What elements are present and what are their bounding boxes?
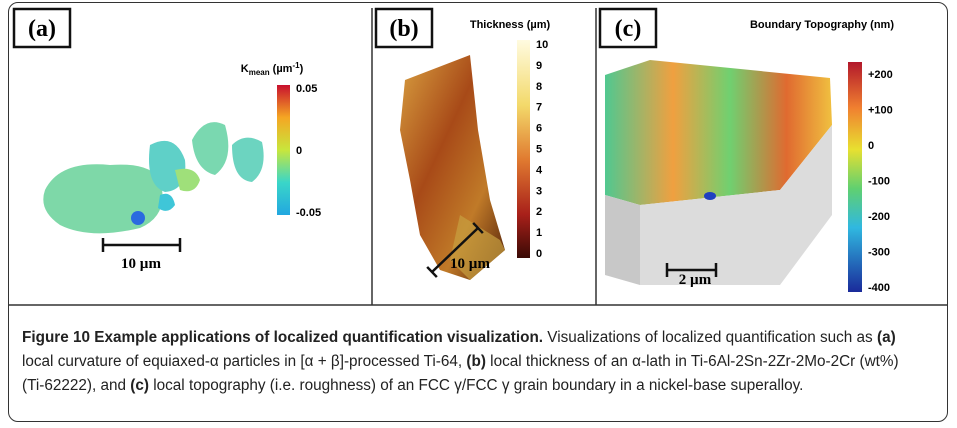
caption-text: local topography (i.e. roughness) of an … <box>148 377 804 394</box>
colorbar-tick-label: 0 <box>536 248 542 260</box>
scale-bar-label: 10 µm <box>121 256 161 272</box>
colorbar-title: Thickness (µm) <box>470 19 551 31</box>
colorbar-tick-label: -400 <box>868 282 890 294</box>
colorbar-title-part: ) <box>300 63 304 75</box>
colorbar-title-part: (µm <box>270 63 293 75</box>
particles-image <box>43 122 264 234</box>
scale-bar-label: 2 µm <box>679 272 712 288</box>
colorbar <box>848 62 862 292</box>
colorbar-tick-label: 9 <box>536 60 542 72</box>
caption-bold: (b) <box>466 353 486 370</box>
caption-bold: (c) <box>130 377 149 394</box>
colorbar-tick-label: -0.05 <box>296 207 321 219</box>
colorbar-tick-label: 10 <box>536 39 548 51</box>
topography-image <box>605 60 832 285</box>
scale-bar-label: 10 µm <box>450 256 490 272</box>
colorbar-tick-label: 0 <box>296 145 302 157</box>
panel-label-box <box>598 7 658 49</box>
caption-text: local curvature of equiaxed-α particles … <box>22 353 467 370</box>
colorbar <box>277 85 290 215</box>
caption-text: Visualizations of localized quantificati… <box>543 329 877 346</box>
colorbar-tick-label: 2 <box>536 206 542 218</box>
figure: (a) Kmean (µm-1) 0.05 0 -0.05 10 µm (b) Thickne… <box>9 7 947 306</box>
caption-bold: Figure 10 Example applications of locali… <box>22 329 544 346</box>
scale-bar-cap <box>426 266 438 278</box>
colorbar-tick-label: 7 <box>536 102 542 114</box>
colorbar-tick-label: 5 <box>536 144 542 156</box>
lath-image <box>400 55 505 280</box>
panel-label: (a) <box>28 16 56 42</box>
colorbar-tick-label: 4 <box>536 164 543 176</box>
panel-label: (c) <box>615 16 642 42</box>
panel-label-box <box>374 7 434 49</box>
colorbar-tick-label: 0.05 <box>296 83 317 95</box>
colorbar-tick-label: +100 <box>868 105 893 117</box>
colorbar-tick-label: -100 <box>868 176 890 188</box>
caption-text: local thickness of an α-lath in Ti-6Al-2… <box>22 353 899 394</box>
colorbar-tick-label: 1 <box>536 227 542 239</box>
colorbar-tick-label: 0 <box>868 140 874 152</box>
colorbar-tick-label: -300 <box>868 247 890 259</box>
colorbar-tick-label: 6 <box>536 123 542 135</box>
colorbar-tick-label: +200 <box>868 69 893 81</box>
panel-label: (b) <box>389 16 418 42</box>
caption-bold: (a) <box>876 329 896 346</box>
colorbar-title-part: K <box>241 63 249 75</box>
colorbar <box>517 40 530 258</box>
colorbar-tick-label: 3 <box>536 185 542 197</box>
colorbar-tick-label: 8 <box>536 81 542 93</box>
scale-bar <box>431 227 479 273</box>
colorbar-tick-label: -200 <box>868 211 890 223</box>
scale-bar-cap <box>472 222 484 234</box>
colorbar-title-part: mean <box>249 68 270 77</box>
figure-caption: Figure 10 Example applications of locali… <box>22 326 922 398</box>
figure-frame <box>8 2 948 422</box>
colorbar-title: Boundary Topography (nm) <box>750 19 894 31</box>
colorbar-title: Kmean (µm-1) <box>241 61 304 77</box>
colorbar-title-part: -1 <box>292 61 300 70</box>
panel-label-box <box>12 7 72 49</box>
